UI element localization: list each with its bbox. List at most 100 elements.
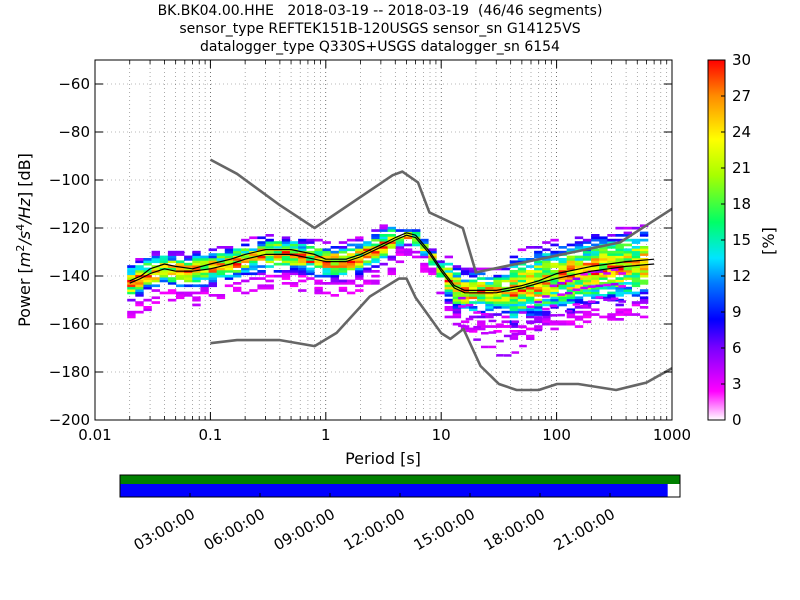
density-cell [542, 282, 551, 285]
density-cell [517, 330, 527, 333]
density-cell [346, 243, 356, 247]
density-cell [550, 272, 559, 276]
density-cell [460, 267, 470, 271]
density-cell [469, 286, 478, 290]
density-cell [493, 294, 502, 297]
density-cell [176, 253, 185, 256]
density-cell [257, 241, 266, 244]
density-cell [184, 265, 193, 268]
density-cell [192, 262, 201, 266]
density-cell [257, 243, 266, 247]
density-cell [265, 246, 274, 249]
time-tick-label: 12:00:00 [341, 505, 408, 554]
density-cell [517, 272, 527, 276]
density-cell [566, 286, 576, 290]
density-cell [542, 253, 551, 256]
density-cell [184, 258, 193, 261]
density-cell [460, 286, 470, 290]
density-cell [322, 270, 331, 273]
density-cell [542, 322, 550, 326]
density-cell [477, 322, 486, 326]
density-cell [314, 262, 323, 266]
density-cell [200, 260, 209, 264]
density-cell [542, 258, 551, 261]
density-cell [526, 298, 535, 302]
density-cell [469, 315, 478, 319]
density-cell [582, 274, 592, 278]
density-cell [526, 305, 535, 309]
density-cell [607, 258, 616, 261]
density-cell [558, 301, 567, 304]
density-cell [607, 265, 616, 268]
density-cell [631, 265, 641, 268]
density-cell [639, 298, 649, 302]
density-cell [265, 258, 274, 261]
density-cell [208, 294, 217, 297]
density-cell [151, 277, 160, 280]
density-cell [591, 265, 600, 268]
density-cell [623, 238, 632, 242]
density-cell [526, 327, 535, 331]
density-cell [363, 282, 372, 285]
density-cell [192, 250, 201, 254]
density-cell [452, 322, 462, 326]
density-cell [542, 284, 551, 288]
density-cell [314, 253, 323, 256]
density-cell [542, 307, 550, 311]
density-cell [420, 270, 429, 273]
density-cell [176, 291, 185, 295]
density-cell [485, 284, 494, 288]
density-cell [436, 262, 445, 266]
colorbar-tick-label: 9 [732, 303, 742, 321]
density-cell [200, 255, 209, 259]
density-cell [558, 284, 567, 288]
density-cell [615, 289, 624, 292]
density-cell [428, 270, 437, 273]
density-cell [314, 255, 323, 259]
density-cell [631, 248, 641, 252]
density-cell [618, 300, 626, 303]
density-cell [192, 253, 201, 256]
density-cell [631, 238, 641, 242]
density-cell [265, 238, 274, 242]
density-cell [469, 274, 478, 278]
density-cell [542, 262, 551, 266]
density-cell [469, 296, 478, 300]
density-cell [517, 291, 527, 295]
density-cell [355, 270, 364, 273]
density-cell [452, 267, 462, 271]
density-cell [481, 345, 489, 349]
density-cell [534, 274, 543, 278]
density-cell [534, 250, 543, 254]
density-cell [330, 277, 339, 280]
density-cell [550, 327, 559, 331]
density-cell [355, 289, 364, 292]
density-cell [127, 282, 136, 285]
density-cell [395, 229, 405, 232]
density-cell [566, 296, 576, 300]
density-cell [444, 282, 453, 285]
density-cell [135, 303, 144, 307]
density-cell [281, 243, 291, 247]
density-cell [488, 319, 497, 323]
density-cell [444, 289, 453, 292]
density-cell [591, 296, 600, 300]
density-cell [549, 314, 558, 317]
colorbar-tick-label: 6 [732, 339, 742, 357]
density-cell [607, 313, 616, 316]
density-cell [550, 294, 559, 297]
density-cell [639, 272, 649, 276]
density-cell [241, 291, 250, 295]
density-cell [566, 248, 576, 252]
density-cell [322, 274, 331, 278]
density-cell [444, 298, 453, 302]
density-cell [599, 246, 608, 249]
density-cell [607, 255, 616, 259]
density-cell [477, 286, 486, 290]
density-cell [469, 272, 478, 276]
density-cell [127, 277, 136, 280]
density-cell [485, 315, 494, 319]
density-cell [542, 301, 551, 304]
density-cell [603, 272, 611, 275]
density-cell [330, 270, 339, 273]
